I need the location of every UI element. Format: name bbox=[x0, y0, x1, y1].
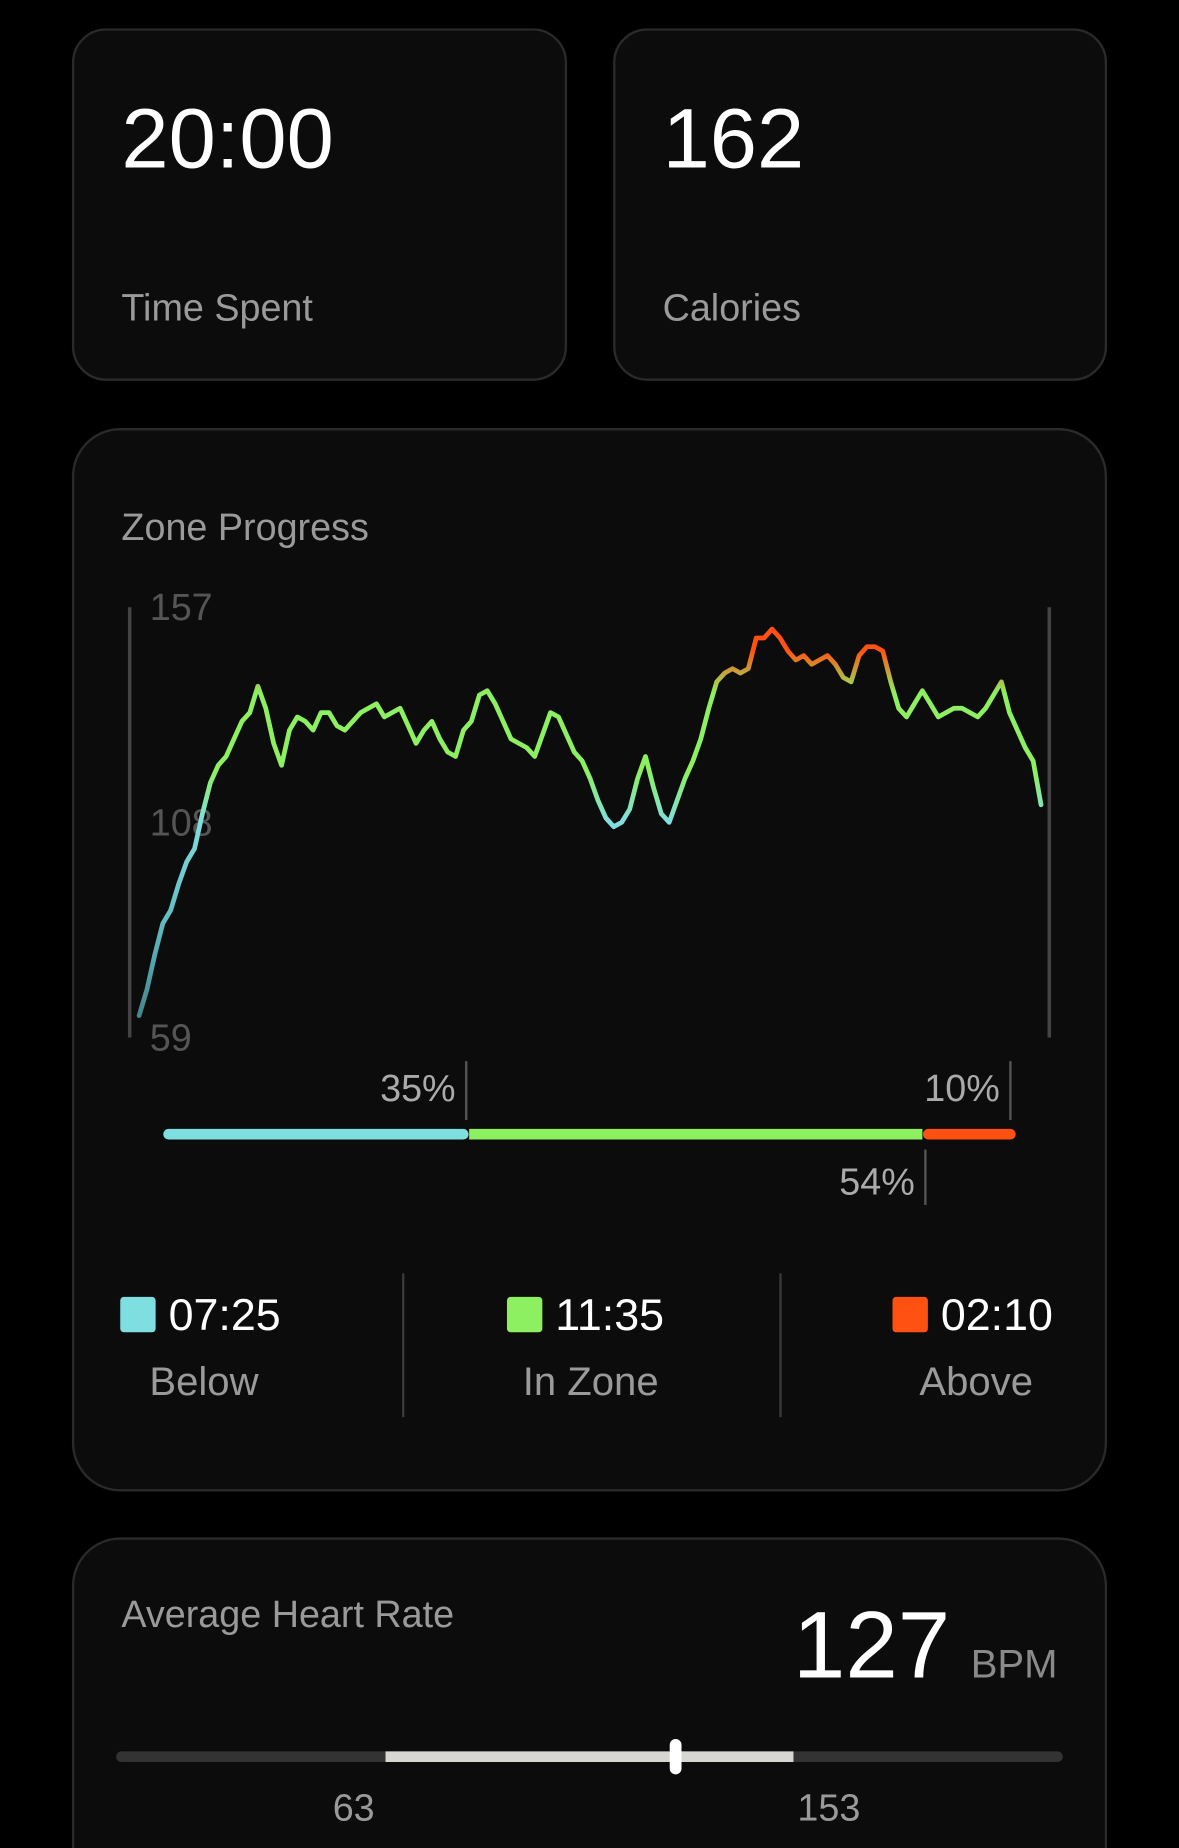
segment-label: 10% bbox=[924, 1067, 1000, 1109]
unit: BPM bbox=[971, 1643, 1058, 1687]
zone-label: Above bbox=[919, 1360, 1033, 1404]
zone-card bbox=[71, 427, 1108, 1492]
segment-label: 35% bbox=[380, 1067, 456, 1109]
hr-marker bbox=[669, 1739, 682, 1775]
zone-label: In Zone bbox=[523, 1360, 659, 1404]
time-card bbox=[71, 28, 568, 381]
zones: 07:25 Below 11:35 In Zone 02:10 Above bbox=[120, 1290, 1053, 1404]
distribution-bar: 35% 54% 10% bbox=[163, 1061, 1016, 1205]
zone-label: Below bbox=[149, 1360, 259, 1404]
hr-value: 127 bbox=[793, 1593, 950, 1698]
range-label: 63 bbox=[333, 1786, 375, 1828]
stat-value: 20:00 bbox=[121, 90, 333, 185]
zone-time: 11:35 bbox=[555, 1290, 664, 1340]
heart-rate-card bbox=[71, 1537, 1108, 1848]
chart-title: Zone Progress bbox=[121, 506, 368, 548]
stat-label: Calories bbox=[663, 287, 801, 329]
y-tick-label: 157 bbox=[150, 586, 213, 628]
range-label: 153 bbox=[797, 1786, 860, 1828]
zone-time: 02:10 bbox=[941, 1290, 1053, 1340]
segment-label: 54% bbox=[839, 1160, 915, 1202]
zone-swatch bbox=[506, 1296, 543, 1333]
hr-line bbox=[136, 626, 1044, 1018]
y-tick-label: 59 bbox=[150, 1017, 192, 1059]
zone-swatch bbox=[892, 1296, 928, 1333]
stat-value: 162 bbox=[663, 90, 805, 185]
calories-card bbox=[613, 28, 1108, 381]
stat-label: Time Spent bbox=[121, 287, 313, 329]
hr-range: 63 153 bbox=[333, 1739, 860, 1828]
card-title: Average Heart Rate bbox=[121, 1593, 454, 1635]
zone-time: 07:25 bbox=[169, 1290, 281, 1340]
zone-swatch bbox=[120, 1296, 156, 1333]
